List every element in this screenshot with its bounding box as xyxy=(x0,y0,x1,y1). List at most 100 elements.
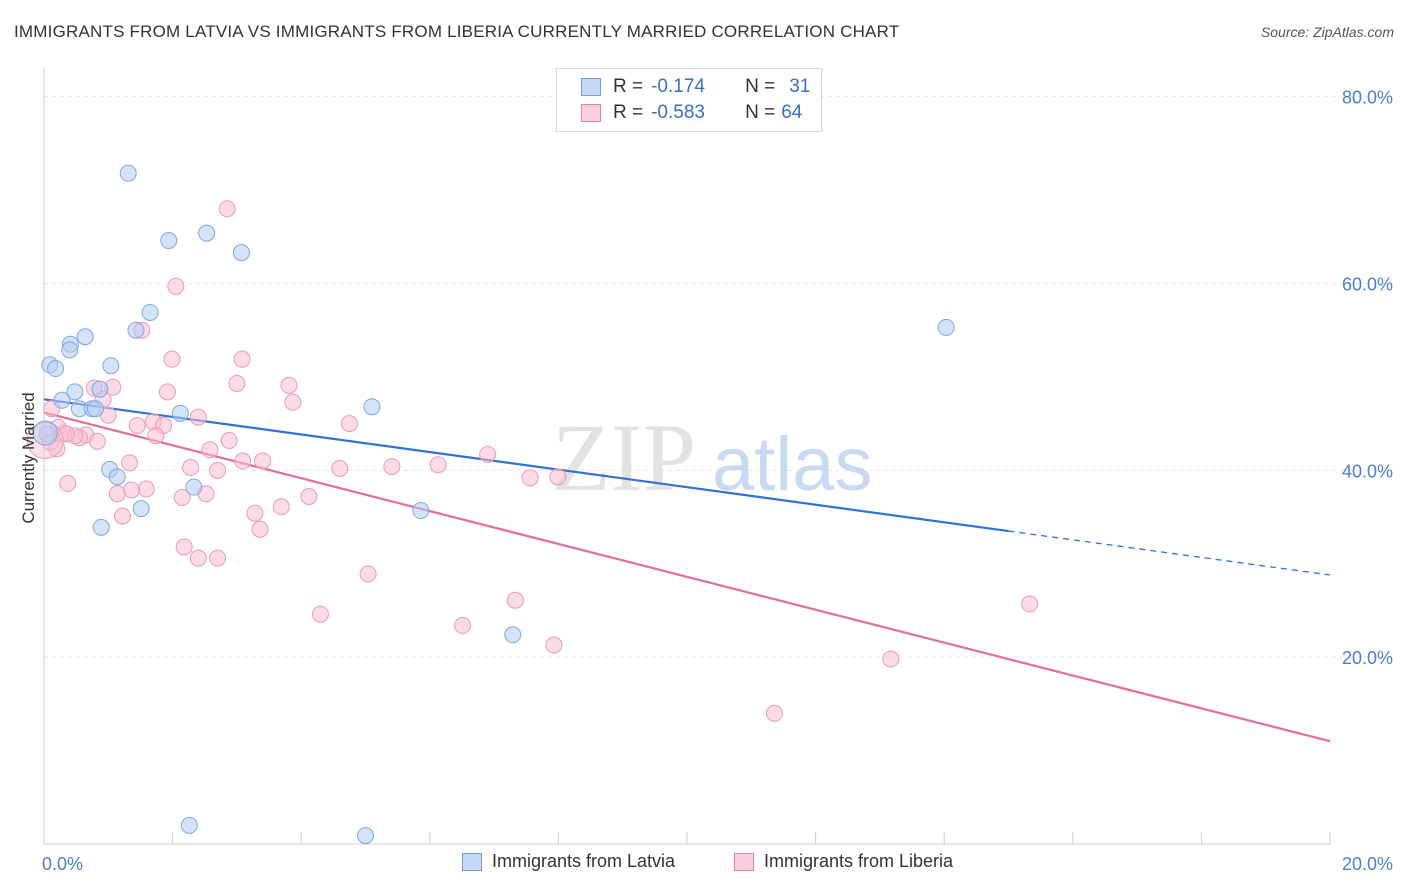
liberia-point xyxy=(233,350,251,368)
latvia-point xyxy=(108,468,126,486)
latvia-point xyxy=(357,827,374,845)
liberia-point xyxy=(128,417,146,435)
liberia-point xyxy=(311,605,329,623)
liberia-point xyxy=(882,650,900,668)
liberia-point xyxy=(429,456,447,474)
liberia-point xyxy=(113,507,131,525)
legend-n-value: 64 xyxy=(781,102,803,123)
latvia-point xyxy=(504,626,522,644)
liberia-point xyxy=(506,591,524,609)
liberia-point xyxy=(121,454,139,472)
legend-r-value: -0.174 xyxy=(651,76,705,97)
bottom-legend-latvia: Immigrants from Latvia xyxy=(462,851,675,872)
liberia-point xyxy=(545,636,563,654)
watermark-zip: ZIP xyxy=(552,404,696,511)
liberia-point xyxy=(58,425,76,443)
latvia-point xyxy=(180,816,198,834)
liberia-point xyxy=(122,481,140,499)
data-points xyxy=(26,164,1039,845)
correlation-legend: R = -0.174 N = 31 R = -0.583 N = 64 xyxy=(556,68,822,132)
y-tick-label: 40.0% xyxy=(1342,461,1393,481)
legend-n-label: N = xyxy=(745,102,776,123)
x-tick-labels: 0.0% 20.0% xyxy=(42,854,1393,874)
latvia-point xyxy=(185,478,203,496)
x-tick-label: 20.0% xyxy=(1342,854,1393,874)
latvia-point xyxy=(363,398,381,416)
latvia-point xyxy=(53,391,71,409)
bottom-legend-label-latvia: Immigrants from Latvia xyxy=(492,851,676,871)
latvia-point xyxy=(160,232,178,250)
latvia-point xyxy=(92,518,110,536)
latvia-point xyxy=(61,341,79,359)
chart-title: IMMIGRANTS FROM LATVIA VS IMMIGRANTS FRO… xyxy=(14,22,900,41)
latvia-cluster-point xyxy=(32,420,58,446)
liberia-point xyxy=(228,374,246,392)
liberia-point xyxy=(383,458,401,476)
trend-line-extension xyxy=(1008,530,1331,576)
legend-n-value: 31 xyxy=(789,76,811,97)
liberia-point xyxy=(549,468,567,486)
liberia-point xyxy=(479,445,497,463)
liberia-point xyxy=(209,461,227,479)
liberia-point xyxy=(251,520,269,538)
legend-r-label: R = xyxy=(613,76,644,97)
y-tick-label: 80.0% xyxy=(1342,88,1393,108)
grid-lines xyxy=(44,96,1392,658)
liberia-point xyxy=(48,440,66,458)
legend-swatch-latvia xyxy=(581,78,601,96)
liberia-point xyxy=(175,538,193,556)
latvia-point xyxy=(102,357,120,375)
bottom-legend-swatch-liberia xyxy=(734,852,754,871)
liberia-point xyxy=(272,498,290,516)
liberia-point xyxy=(182,459,200,477)
liberia-point xyxy=(167,277,185,295)
liberia-point xyxy=(59,474,77,492)
latvia-point xyxy=(232,244,250,262)
latvia-point xyxy=(132,500,150,518)
y-tick-labels: 20.0% 40.0% 60.0% 80.0% xyxy=(1342,88,1393,668)
liberia-point xyxy=(300,487,318,505)
latvia-point xyxy=(198,224,216,242)
x-tick-label: 0.0% xyxy=(42,854,83,874)
watermark-atlas: atlas xyxy=(712,422,873,507)
legend-row-liberia: R = -0.583 N = 64 xyxy=(581,101,802,125)
liberia-point xyxy=(234,452,252,470)
liberia-point xyxy=(218,200,236,218)
liberia-point xyxy=(284,393,302,411)
latvia-point xyxy=(171,404,189,422)
liberia-point xyxy=(108,485,126,503)
axes xyxy=(43,68,1331,845)
liberia-point xyxy=(189,408,207,426)
latvia-point xyxy=(127,321,145,339)
y-tick-label: 60.0% xyxy=(1342,275,1393,295)
y-axis-label: Currently Married xyxy=(19,392,38,523)
liberia-point xyxy=(521,469,539,487)
liberia-point xyxy=(254,452,272,470)
legend-swatch-liberia xyxy=(581,104,601,122)
latvia-point xyxy=(76,328,94,346)
liberia-point xyxy=(137,480,155,498)
legend-row-latvia: R = -0.174 N = 31 xyxy=(581,75,810,99)
latvia-point xyxy=(141,303,159,321)
liberia-point xyxy=(280,376,298,394)
liberia-point xyxy=(189,549,207,567)
liberia-cluster-point xyxy=(26,421,64,459)
latvia-point xyxy=(38,425,56,443)
latvia-point xyxy=(86,400,104,418)
latvia-point xyxy=(412,502,430,520)
bottom-legend-swatch-latvia xyxy=(462,852,482,871)
latvia-point xyxy=(119,164,137,182)
latvia-point xyxy=(937,318,955,336)
bottom-legend-liberia: Immigrants from Liberia xyxy=(734,851,953,872)
liberia-point xyxy=(173,488,191,506)
liberia-point xyxy=(331,459,349,477)
liberia-point xyxy=(454,616,472,634)
liberia-point xyxy=(201,441,219,459)
latvia-point xyxy=(66,383,84,401)
liberia-point xyxy=(88,432,106,450)
latvia-point xyxy=(91,380,109,398)
source-label: Source: ZipAtlas.com xyxy=(1260,24,1394,40)
bottom-legend-label-liberia: Immigrants from Liberia xyxy=(764,851,954,871)
liberia-point xyxy=(220,431,238,449)
